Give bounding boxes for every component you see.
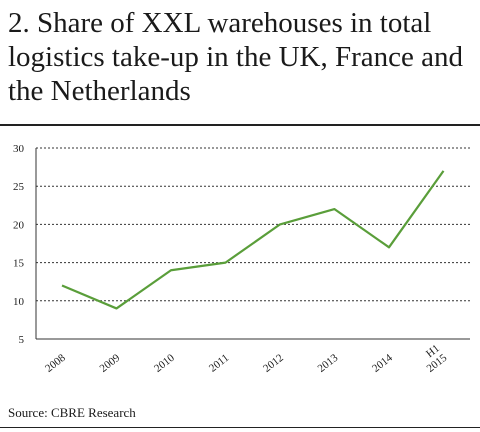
x-tick-label: 2013 bbox=[316, 352, 341, 375]
x-tick-label-group: 2011 bbox=[207, 352, 231, 375]
y-tick-label: 30 bbox=[13, 143, 25, 155]
x-tick-label-group: 2010 bbox=[152, 352, 177, 375]
x-tick-label: 2010 bbox=[152, 352, 177, 375]
y-tick-label: 15 bbox=[13, 258, 25, 270]
x-tick-label-group: 2014 bbox=[370, 352, 395, 375]
y-tick-label: 20 bbox=[13, 219, 25, 231]
line-chart: 5 10 15 20 25 30 2008 2009 2010 2011 2012 2013 2014 H… bbox=[13, 143, 470, 375]
x-tick-label-group: 2012 bbox=[261, 352, 286, 375]
x-tick-label: 2011 bbox=[207, 352, 231, 375]
y-tick-label: 5 bbox=[19, 334, 25, 346]
x-tick-label: 2008 bbox=[43, 352, 68, 375]
y-tick-label: 10 bbox=[13, 296, 25, 308]
x-tick-label: 2014 bbox=[370, 352, 395, 375]
x-tick-label-group: 2008 bbox=[43, 352, 68, 375]
x-tick-label-group: 2009 bbox=[98, 352, 123, 375]
series-line-0 bbox=[61, 170, 445, 310]
source-note: Source: CBRE Research bbox=[8, 405, 136, 420]
x-tick-label: 2009 bbox=[98, 352, 123, 375]
bottom-rule bbox=[0, 427, 480, 428]
top-rule bbox=[0, 124, 480, 126]
x-tick-label-group: 2013 bbox=[316, 352, 341, 375]
y-tick-label: 25 bbox=[13, 181, 25, 193]
x-tick-label: 2012 bbox=[261, 352, 286, 375]
chart-title: 2. Share of XXL warehouses in total logi… bbox=[8, 7, 464, 107]
